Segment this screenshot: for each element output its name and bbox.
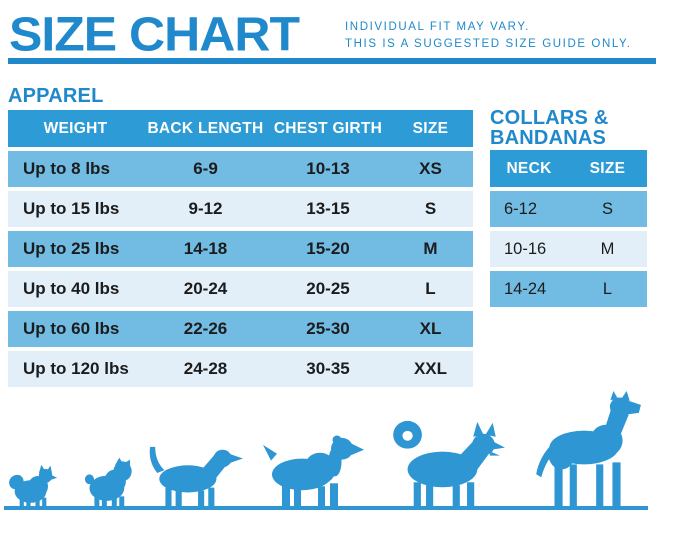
- cell-back-length: 24-28: [183, 359, 228, 378]
- cell-size: M: [600, 239, 615, 258]
- cell-size: XS: [419, 159, 442, 178]
- apparel-size-table: WEIGHT BACK LENGTH CHEST GIRTH SIZE Up t…: [8, 110, 473, 387]
- cell-size: M: [423, 239, 438, 258]
- table-row: Up to 25 lbs 14-18 15-20 M: [8, 231, 473, 267]
- cell-size: S: [601, 199, 613, 218]
- cell-neck: 6-12: [504, 199, 538, 218]
- apparel-table-header-row: WEIGHT BACK LENGTH CHEST GIRTH SIZE: [8, 110, 473, 147]
- collars-size-table: NECK SIZE 6-12 S 10-16 M 14-24 L: [490, 150, 647, 307]
- disclaimer-line-1: INDIVIDUAL FIT MAY VARY.: [345, 21, 530, 33]
- cell-back-length: 14-18: [183, 239, 228, 258]
- cell-weight: Up to 15 lbs: [23, 199, 120, 218]
- cell-back-length: 9-12: [188, 199, 223, 218]
- table-row: Up to 60 lbs 22-26 25-30 XL: [8, 311, 473, 347]
- cell-size: XL: [419, 319, 442, 338]
- column-header-size: SIZE: [589, 159, 626, 177]
- cell-chest-girth: 10-13: [306, 159, 350, 178]
- apparel-section-heading: APPAREL: [8, 85, 104, 107]
- collars-table-header-row: NECK SIZE: [490, 150, 647, 187]
- cell-neck: 10-16: [504, 239, 547, 258]
- collars-heading-line-2: BANDANAS: [490, 127, 607, 149]
- beagle-icon: [145, 442, 245, 508]
- collars-heading-line-1: COLLARS &: [490, 107, 609, 129]
- cell-back-length: 22-26: [183, 319, 228, 338]
- cell-size: XXL: [413, 359, 448, 378]
- cell-weight: Up to 40 lbs: [23, 279, 120, 298]
- cell-weight: Up to 8 lbs: [23, 159, 110, 178]
- great-dane-icon: [525, 391, 647, 508]
- table-row: Up to 120 lbs 24-28 30-35 XXL: [8, 351, 473, 387]
- cell-weight: Up to 25 lbs: [23, 239, 120, 258]
- table-row: 14-24 L: [490, 271, 647, 307]
- cocker-spaniel-icon: [262, 431, 364, 508]
- disclaimer-note: INDIVIDUAL FIT MAY VARY. THIS IS A SUGGE…: [345, 19, 632, 53]
- cell-chest-girth: 13-15: [306, 199, 350, 218]
- cell-weight: Up to 120 lbs: [23, 359, 129, 378]
- pug-icon: [82, 456, 135, 508]
- dog-size-illustration: [0, 386, 683, 533]
- title-underline: [8, 58, 656, 64]
- cell-back-length: 20-24: [183, 279, 228, 298]
- page-title: SIZE CHART: [9, 7, 300, 61]
- cell-chest-girth: 15-20: [306, 239, 350, 258]
- pomeranian-icon: [8, 463, 58, 508]
- husky-icon: [385, 415, 506, 508]
- cell-size: S: [424, 199, 437, 218]
- cell-back-length: 6-9: [193, 159, 218, 178]
- table-row: Up to 8 lbs 6-9 10-13 XS: [8, 151, 473, 187]
- ground-line: [4, 505, 648, 510]
- cell-chest-girth: 25-30: [306, 319, 350, 338]
- table-row: Up to 15 lbs 9-12 13-15 S: [8, 191, 473, 227]
- column-header-chest-girth: CHEST GIRTH: [273, 119, 383, 137]
- column-header-back-length: BACK LENGTH: [147, 119, 264, 137]
- cell-neck: 14-24: [504, 279, 547, 298]
- column-header-size: SIZE: [412, 119, 449, 137]
- table-row: 10-16 M: [490, 231, 647, 267]
- cell-chest-girth: 20-25: [306, 279, 350, 298]
- cell-chest-girth: 30-35: [306, 359, 350, 378]
- cell-size: L: [602, 279, 613, 298]
- cell-weight: Up to 60 lbs: [23, 319, 120, 338]
- collars-section-heading: COLLARS & BANDANAS: [490, 108, 608, 148]
- table-row: Up to 40 lbs 20-24 20-25 L: [8, 271, 473, 307]
- column-header-neck: NECK: [506, 159, 552, 177]
- table-row: 6-12 S: [490, 191, 647, 227]
- disclaimer-line-2: THIS IS A SUGGESTED SIZE GUIDE ONLY.: [345, 38, 632, 50]
- column-header-weight: WEIGHT: [43, 119, 108, 137]
- cell-size: L: [425, 279, 436, 298]
